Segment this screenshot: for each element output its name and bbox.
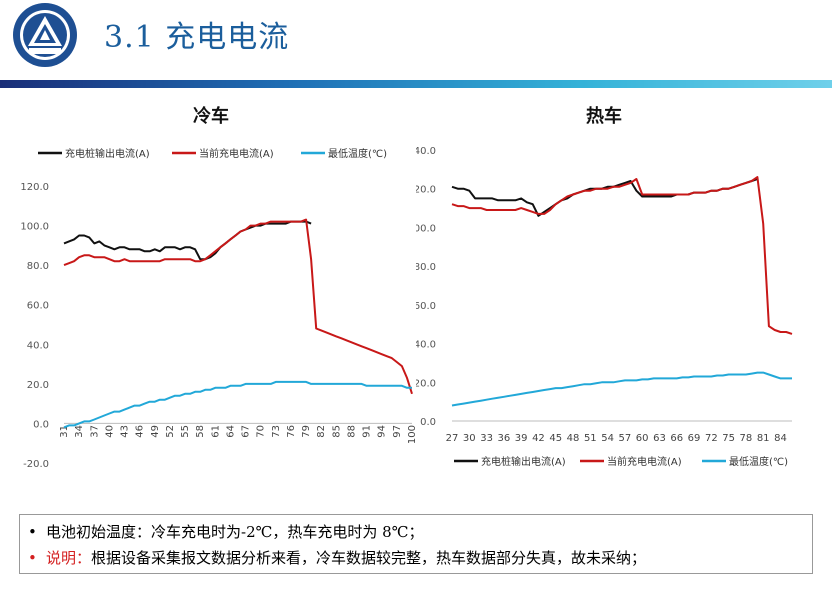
x-tick-label: 49: [150, 425, 161, 438]
x-tick-label: 52: [165, 425, 176, 438]
x-tick-label: 43: [120, 425, 131, 438]
x-tick-label: 61: [210, 425, 221, 438]
legend-label: 充电桩输出电流(A): [65, 147, 150, 160]
x-tick-label: 73: [271, 425, 282, 438]
note-bullet: •: [28, 549, 37, 567]
y-tick-label: 100.0: [20, 222, 49, 233]
series-line-3: [451, 371, 792, 407]
y-tick-label: 20.0: [27, 380, 49, 391]
x-tick-label: 54: [601, 433, 614, 444]
x-tick-label: 64: [225, 425, 236, 438]
legend-label: 最低温度(℃): [328, 147, 387, 160]
x-tick-label: 97: [392, 425, 403, 438]
x-tick-label: 72: [705, 433, 718, 444]
x-tick-label: 76: [286, 425, 297, 438]
legend-label: 当前充电电流(A): [607, 455, 682, 468]
x-tick-label: 31: [59, 425, 70, 438]
x-tick-label: 27: [446, 433, 459, 444]
legend-label: 最低温度(℃): [729, 455, 788, 468]
chart-cold: -20.0 0.0 20.0 40.0 60.0 80.0 100.0 120.0 31 34 37…: [20, 147, 416, 470]
y-tick-label: 140.0: [416, 146, 436, 157]
x-tick-label: 37: [89, 425, 100, 438]
x-tick-label: 66: [670, 433, 683, 444]
series-line-3: [63, 380, 412, 429]
note-line-2: • 说明：根据设备采集报文数据分析来看，冷车数据较完整，热车数据部分失真，故未采纳…: [28, 545, 804, 571]
x-tick-label: 75: [722, 433, 735, 444]
chart-hot: 0.0 20.0 40.0 60.0 80.0 100.0 120.0 140.0 27 30 33…: [416, 146, 793, 468]
note-text-1: 电池初始温度：冷车充电时为-2℃，热车充电时为 8℃；: [46, 523, 424, 541]
y-tick-label: 80.0: [27, 261, 49, 272]
x-tick-label: 70: [256, 425, 267, 438]
chart-title-hot: 热车: [586, 106, 622, 127]
y-tick-label: 40.0: [27, 340, 49, 351]
y-tick-label: 0.0: [420, 417, 436, 428]
x-tick-label: 60: [636, 433, 649, 444]
x-tick-label: 33: [480, 433, 493, 444]
y-tick-label: 60.0: [27, 301, 49, 312]
x-tick-label: 57: [619, 433, 632, 444]
legend-label: 当前充电电流(A): [199, 147, 274, 160]
x-tick-label: 63: [653, 433, 666, 444]
y-tick-label: 120.0: [20, 182, 49, 193]
chart-title-cold: 冷车: [193, 106, 229, 127]
note-text-2: 根据设备采集报文数据分析来看，冷车数据较完整，热车数据部分失真，故未采纳；: [91, 549, 647, 567]
x-tick-label: 30: [463, 433, 476, 444]
y-tick-label: 80.0: [416, 262, 436, 273]
note-line-1: • 电池初始温度：冷车充电时为-2℃，热车充电时为 8℃；: [28, 519, 804, 545]
x-tick-label: 36: [497, 433, 510, 444]
note-bullet: •: [28, 523, 37, 541]
slide-title: 3.1 充电电流: [104, 20, 290, 55]
x-tick-label: 94: [377, 425, 388, 438]
x-tick-label: 88: [346, 425, 357, 438]
y-tick-label: 100.0: [416, 223, 436, 234]
note-label: 说明：: [46, 549, 92, 567]
x-tick-label: 55: [180, 425, 191, 438]
y-tick-label: 20.0: [416, 378, 436, 389]
caeri-logo: [13, 3, 77, 67]
x-tick-label: 39: [515, 433, 528, 444]
x-tick-label: 45: [549, 433, 562, 444]
x-tick-label: 84: [774, 433, 787, 444]
y-tick-label: 40.0: [416, 340, 436, 351]
y-tick-label: 120.0: [416, 185, 436, 196]
series-line-1: [63, 220, 312, 261]
x-tick-label: 100: [407, 425, 416, 444]
x-tick-label: 78: [740, 433, 753, 444]
legend-label: 充电桩输出电流(A): [481, 455, 566, 468]
notes-box: • 电池初始温度：冷车充电时为-2℃，热车充电时为 8℃； • 说明：根据设备采集报…: [19, 514, 813, 574]
title-divider-bar: [0, 80, 832, 88]
x-tick-label: 34: [74, 425, 85, 438]
x-tick-label: 58: [195, 425, 206, 438]
x-tick-label: 91: [362, 425, 373, 438]
x-tick-label: 42: [532, 433, 545, 444]
x-tick-label: 51: [584, 433, 597, 444]
y-tick-label: -20.0: [23, 459, 49, 470]
x-tick-label: 82: [316, 425, 327, 438]
x-tick-label: 67: [241, 425, 252, 438]
x-tick-label: 46: [135, 425, 146, 438]
x-tick-label: 48: [567, 433, 580, 444]
x-tick-label: 69: [688, 433, 701, 444]
y-tick-label: 60.0: [416, 301, 436, 312]
x-tick-label: 81: [757, 433, 770, 444]
y-tick-label: 0.0: [33, 419, 49, 430]
x-tick-label: 85: [331, 425, 342, 438]
x-tick-label: 40: [104, 425, 115, 438]
series-line-2: [451, 176, 793, 335]
series-line-2: [63, 218, 413, 395]
x-tick-label: 79: [301, 425, 312, 438]
